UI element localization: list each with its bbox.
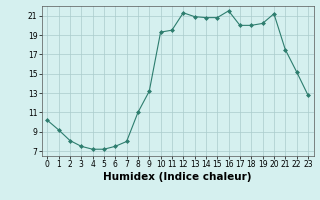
X-axis label: Humidex (Indice chaleur): Humidex (Indice chaleur)	[103, 172, 252, 182]
